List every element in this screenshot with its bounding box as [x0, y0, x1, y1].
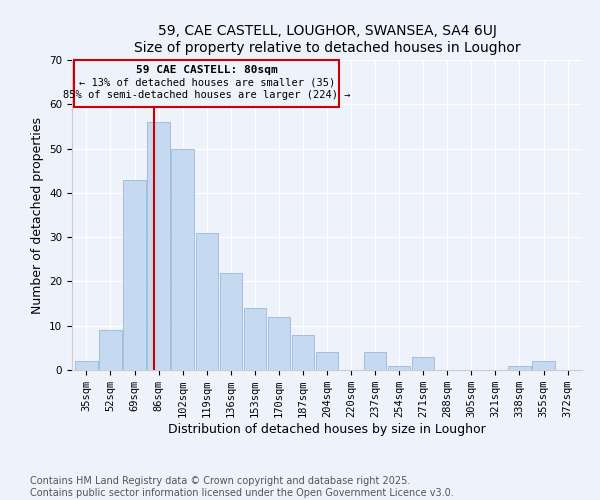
Bar — [268, 317, 290, 370]
FancyBboxPatch shape — [74, 60, 339, 106]
Bar — [124, 180, 146, 370]
Bar — [172, 148, 194, 370]
Title: 59, CAE CASTELL, LOUGHOR, SWANSEA, SA4 6UJ
Size of property relative to detached: 59, CAE CASTELL, LOUGHOR, SWANSEA, SA4 6… — [134, 24, 520, 54]
Text: 59 CAE CASTELL: 80sqm: 59 CAE CASTELL: 80sqm — [136, 66, 278, 76]
Bar — [388, 366, 410, 370]
Bar — [220, 272, 242, 370]
Y-axis label: Number of detached properties: Number of detached properties — [31, 116, 44, 314]
Bar — [100, 330, 122, 370]
Bar — [508, 366, 530, 370]
Bar — [196, 232, 218, 370]
Bar — [244, 308, 266, 370]
X-axis label: Distribution of detached houses by size in Loughor: Distribution of detached houses by size … — [168, 423, 486, 436]
Text: 85% of semi-detached houses are larger (224) →: 85% of semi-detached houses are larger (… — [63, 90, 350, 100]
Bar — [532, 361, 554, 370]
Bar — [75, 361, 98, 370]
Text: ← 13% of detached houses are smaller (35): ← 13% of detached houses are smaller (35… — [79, 78, 335, 88]
Bar — [412, 356, 434, 370]
Bar — [364, 352, 386, 370]
Bar — [148, 122, 170, 370]
Bar — [292, 334, 314, 370]
Text: Contains HM Land Registry data © Crown copyright and database right 2025.
Contai: Contains HM Land Registry data © Crown c… — [30, 476, 454, 498]
Bar — [316, 352, 338, 370]
